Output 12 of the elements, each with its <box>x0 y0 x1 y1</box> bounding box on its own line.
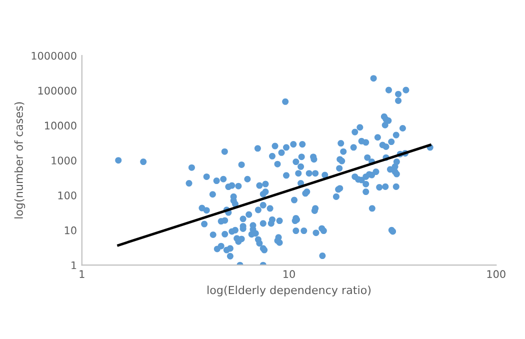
y-tick-label: 1 <box>72 261 76 270</box>
y-tick-label: 10 <box>64 226 76 234</box>
y-tick-label: 1000000 <box>32 52 76 60</box>
x-axis-title: log(Elderly dependency ratio) <box>208 286 371 296</box>
x-tick-label: 100 <box>487 270 506 278</box>
y-axis-title: log(number of cases) <box>14 102 26 218</box>
y-tick-label: 1000 <box>52 156 76 164</box>
x-tick-label: 1 <box>80 270 84 278</box>
x-tick-label: 10 <box>284 270 295 278</box>
y-tick-label: 100 <box>58 191 76 200</box>
y-tick-label: 10000 <box>45 122 76 130</box>
y-tick-label: 100000 <box>38 86 76 95</box>
